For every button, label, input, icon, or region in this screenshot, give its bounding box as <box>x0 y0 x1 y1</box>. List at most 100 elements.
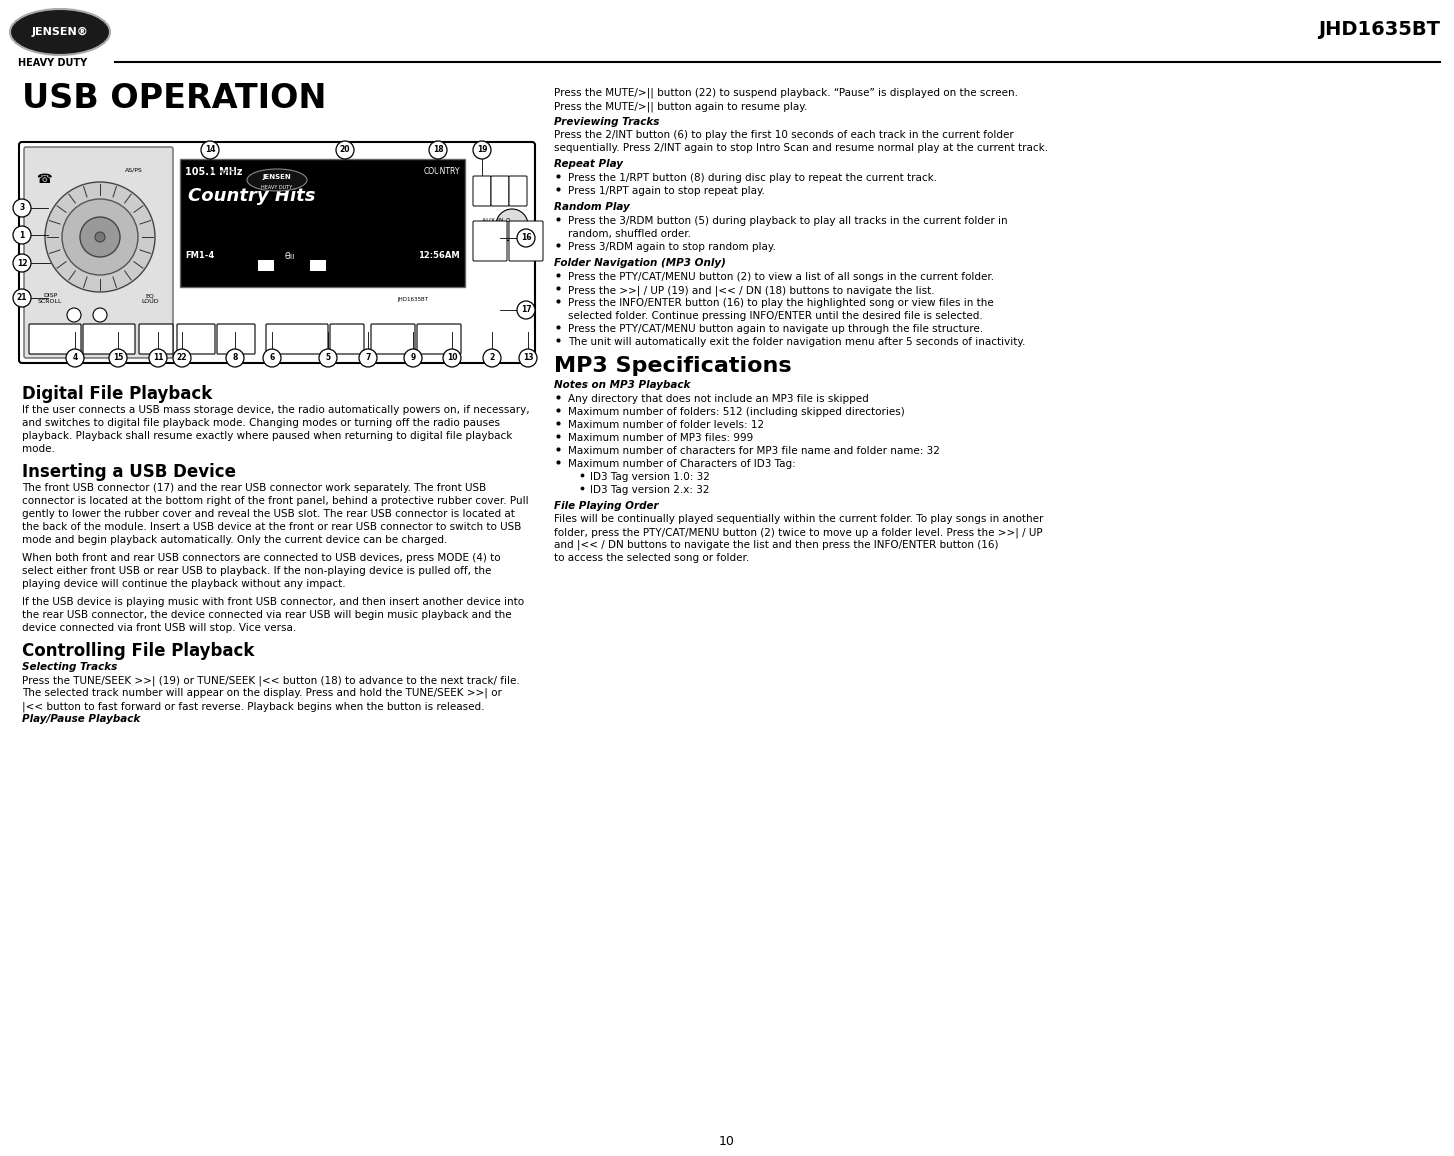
Text: 2: 2 <box>490 354 494 363</box>
FancyBboxPatch shape <box>473 221 507 261</box>
Bar <box>257 260 273 271</box>
Circle shape <box>63 199 138 275</box>
Text: Press the >>| / UP (19) and |<< / DN (18) buttons to navigate the list.: Press the >>| / UP (19) and |<< / DN (18… <box>569 286 935 296</box>
Text: Files will be continually played sequentially within the current folder. To play: Files will be continually played sequent… <box>554 514 1044 524</box>
Text: Notes on MP3 Playback: Notes on MP3 Playback <box>554 380 691 390</box>
FancyBboxPatch shape <box>83 324 135 354</box>
Text: LD: LD <box>313 254 323 260</box>
Text: HEAVY DUTY: HEAVY DUTY <box>17 58 87 68</box>
Circle shape <box>13 199 31 217</box>
Text: device connected via front USB will stop. Vice versa.: device connected via front USB will stop… <box>22 623 297 633</box>
Bar <box>310 260 326 271</box>
Text: Controlling File Playback: Controlling File Playback <box>22 642 254 660</box>
Text: File Playing Order: File Playing Order <box>554 501 659 511</box>
Circle shape <box>404 349 422 366</box>
Text: ID3 Tag version 2.x: 32: ID3 Tag version 2.x: 32 <box>590 486 710 495</box>
Text: selected folder. Continue pressing INFO/ENTER until the desired file is selected: selected folder. Continue pressing INFO/… <box>569 311 983 321</box>
Text: Press the 3/RDM button (5) during playback to play all tracks in the current fol: Press the 3/RDM button (5) during playba… <box>569 216 1008 227</box>
FancyBboxPatch shape <box>19 142 535 363</box>
FancyBboxPatch shape <box>177 324 215 354</box>
Text: Country Hits: Country Hits <box>188 187 316 205</box>
Text: ID3 Tag version 1.0: 32: ID3 Tag version 1.0: 32 <box>590 472 710 482</box>
Text: JENSEN: JENSEN <box>263 175 291 180</box>
Text: COUNTRY: COUNTRY <box>423 166 459 176</box>
Text: Press the PTY/CAT/MENU button again to navigate up through the file structure.: Press the PTY/CAT/MENU button again to n… <box>569 324 983 334</box>
Text: sequentially. Press 2/INT again to stop Intro Scan and resume normal play at the: sequentially. Press 2/INT again to stop … <box>554 143 1048 153</box>
Circle shape <box>13 254 31 272</box>
Text: 8: 8 <box>233 354 237 363</box>
FancyBboxPatch shape <box>217 324 254 354</box>
Text: PTY/CAT
MENU: PTY/CAT MENU <box>480 230 500 240</box>
Text: 14: 14 <box>205 146 215 155</box>
Text: DISP
SCROLL: DISP SCROLL <box>38 292 63 304</box>
Text: Play/Pause Playback: Play/Pause Playback <box>22 714 140 724</box>
Text: 12:56AM: 12:56AM <box>419 251 459 260</box>
Text: 6 CAT+: 6 CAT+ <box>429 329 449 334</box>
Text: mode.: mode. <box>22 444 55 454</box>
Text: If the user connects a USB mass storage device, the radio automatically powers o: If the user connects a USB mass storage … <box>22 405 529 415</box>
Text: Press 3/RDM again to stop random play.: Press 3/RDM again to stop random play. <box>569 242 776 252</box>
FancyBboxPatch shape <box>509 176 526 206</box>
Text: Digital File Playback: Digital File Playback <box>22 385 212 403</box>
Text: If the USB device is playing music with front USB connector, and then insert ano: If the USB device is playing music with … <box>22 596 523 607</box>
Text: ST: ST <box>262 254 270 260</box>
Text: 4: 4 <box>73 354 77 363</box>
Circle shape <box>518 229 535 247</box>
Text: select either front USB or rear USB to playback. If the non-playing device is pu: select either front USB or rear USB to p… <box>22 566 491 576</box>
Text: Өıı: Өıı <box>285 252 295 261</box>
Circle shape <box>443 349 461 366</box>
Text: Maximum number of folders: 512 (including skipped directories): Maximum number of folders: 512 (includin… <box>569 407 904 417</box>
Text: 13: 13 <box>523 354 534 363</box>
Text: Maximum number of Characters of ID3 Tag:: Maximum number of Characters of ID3 Tag: <box>569 459 795 469</box>
Text: the rear USB connector, the device connected via rear USB will begin music playb: the rear USB connector, the device conne… <box>22 610 512 620</box>
Text: 5 CAT-: 5 CAT- <box>384 329 401 334</box>
Text: the back of the module. Insert a USB device at the front or rear USB connector t: the back of the module. Insert a USB dev… <box>22 523 522 532</box>
Text: 16: 16 <box>521 234 531 243</box>
Text: 17: 17 <box>521 305 531 314</box>
Text: 15: 15 <box>113 354 124 363</box>
Text: 2 INT: 2 INT <box>228 329 243 334</box>
Text: Press the 1/RPT button (8) during disc play to repeat the current track.: Press the 1/RPT button (8) during disc p… <box>569 173 938 183</box>
Ellipse shape <box>247 169 307 191</box>
Text: Press the PTY/CAT/MENU button (2) to view a list of all songs in the current fol: Press the PTY/CAT/MENU button (2) to vie… <box>569 272 995 282</box>
Text: BAND/
WB: BAND/ WB <box>100 329 118 340</box>
Text: AUX IN ⊙: AUX IN ⊙ <box>481 218 510 223</box>
Text: USB OPERATION: USB OPERATION <box>22 82 327 114</box>
Text: 4: 4 <box>345 329 349 334</box>
Text: Press the TUNE/SEEK >>| (19) or TUNE/SEEK |<< button (18) to advance to the next: Press the TUNE/SEEK >>| (19) or TUNE/SEE… <box>22 675 519 686</box>
Text: Press the MUTE/>|| button (22) to suspend playback. “Pause” is displayed on the : Press the MUTE/>|| button (22) to suspen… <box>554 88 1018 98</box>
Circle shape <box>67 307 81 323</box>
Circle shape <box>45 181 156 292</box>
Circle shape <box>225 349 244 366</box>
FancyBboxPatch shape <box>29 324 81 354</box>
FancyBboxPatch shape <box>509 221 542 261</box>
Text: connector is located at the bottom right of the front panel, behind a protective: connector is located at the bottom right… <box>22 496 529 506</box>
Text: HEAVY DUTY: HEAVY DUTY <box>262 185 292 190</box>
Text: 20: 20 <box>340 146 350 155</box>
FancyBboxPatch shape <box>140 324 173 354</box>
Text: |<< button to fast forward or fast reverse. Playback begins when the button is r: |<< button to fast forward or fast rever… <box>22 701 484 711</box>
Text: 3: 3 <box>19 203 25 213</box>
Text: CS
UP: CS UP <box>515 183 521 191</box>
Text: Maximum number of MP3 files: 999: Maximum number of MP3 files: 999 <box>569 434 753 443</box>
Text: folder, press the PTY/CAT/MENU button (2) twice to move up a folder level. Press: folder, press the PTY/CAT/MENU button (2… <box>554 527 1043 538</box>
Text: TUNE
SEEK: TUNE SEEK <box>494 183 506 191</box>
Text: playback. Playback shall resume exactly where paused when returning to digital f: playback. Playback shall resume exactly … <box>22 431 512 440</box>
Circle shape <box>429 141 446 160</box>
Circle shape <box>518 301 535 319</box>
Circle shape <box>263 349 281 366</box>
FancyBboxPatch shape <box>491 176 509 206</box>
Circle shape <box>80 217 121 257</box>
Text: Press 1/RPT again to stop repeat play.: Press 1/RPT again to stop repeat play. <box>569 186 765 197</box>
Text: 10: 10 <box>446 354 457 363</box>
Text: 21: 21 <box>17 294 28 303</box>
Text: 3 RDM: 3 RDM <box>288 329 305 334</box>
Circle shape <box>483 349 502 366</box>
Text: AS/PS: AS/PS <box>125 166 142 172</box>
Text: Press the INFO/ENTER button (16) to play the highlighted song or view files in t: Press the INFO/ENTER button (16) to play… <box>569 298 993 307</box>
Text: gently to lower the rubber cover and reveal the USB slot. The rear USB connector: gently to lower the rubber cover and rev… <box>22 509 515 519</box>
Circle shape <box>95 232 105 242</box>
Text: The unit will automatically exit the folder navigation menu after 5 seconds of i: The unit will automatically exit the fol… <box>569 338 1025 347</box>
Text: 12: 12 <box>17 259 28 267</box>
Text: 7: 7 <box>365 354 371 363</box>
